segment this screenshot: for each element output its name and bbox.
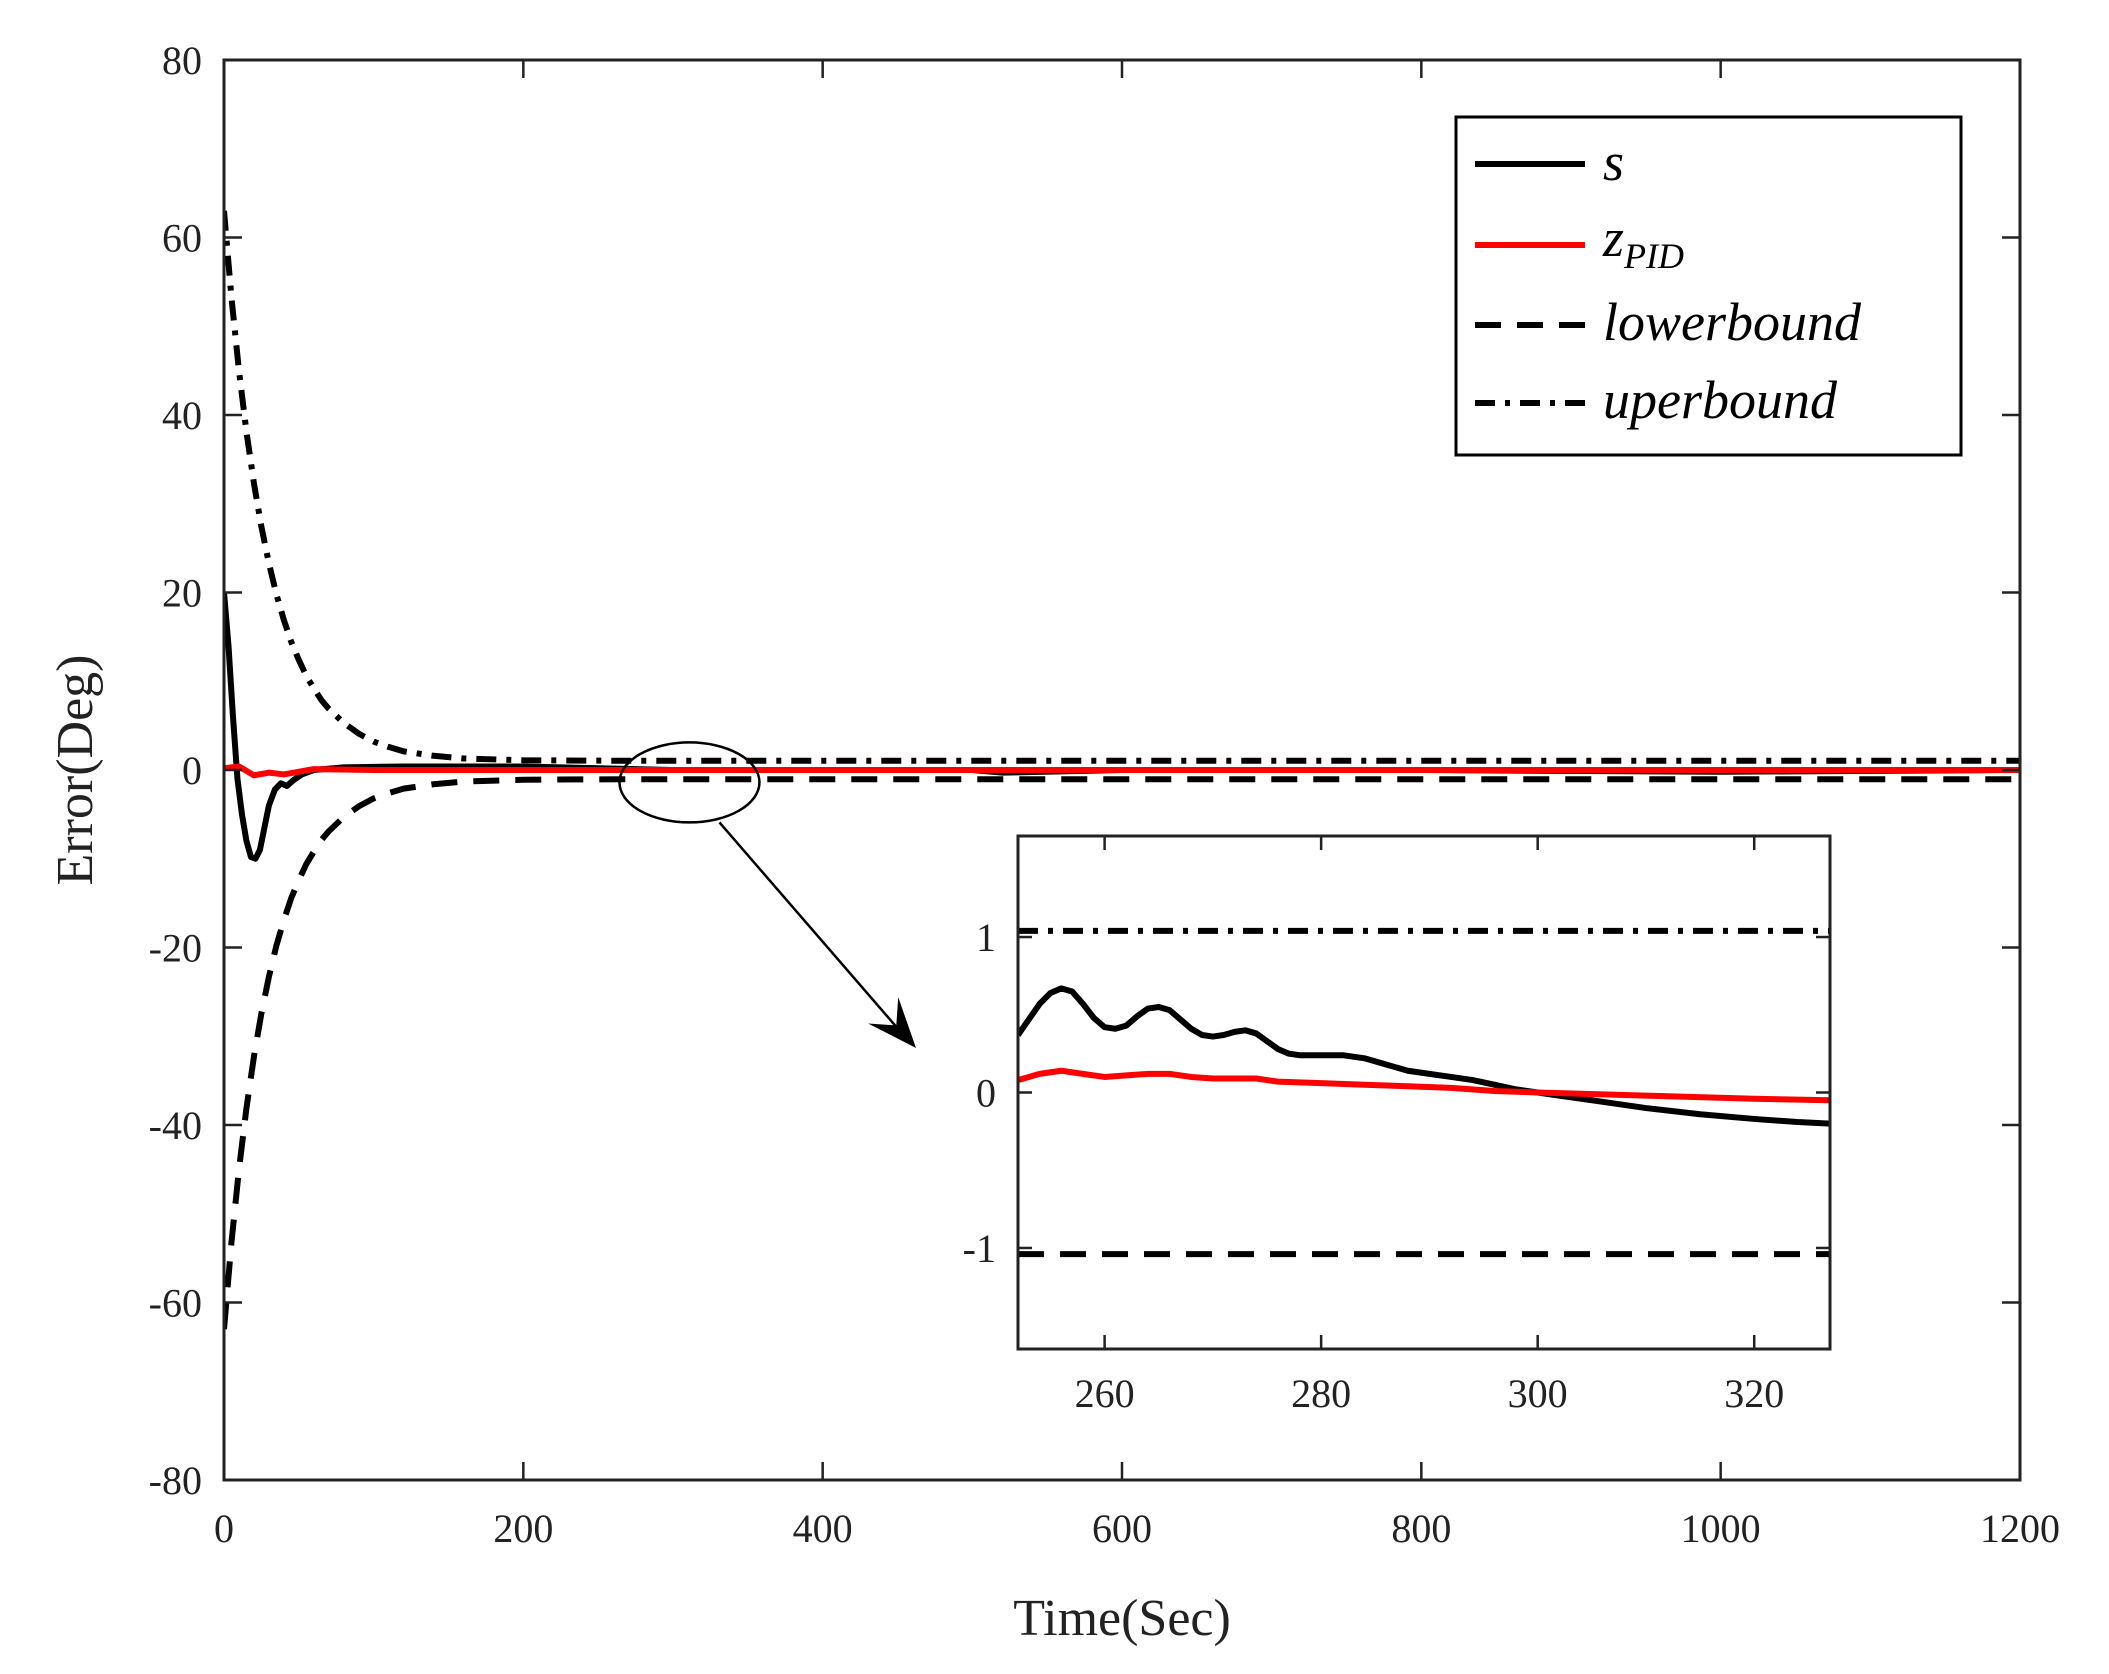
legend-box	[1454, 115, 1963, 457]
main-x-tick-label: 200	[493, 1506, 553, 1551]
main-x-tick-label: 400	[793, 1506, 853, 1551]
main-x-tick-label: 1200	[1980, 1506, 2060, 1551]
legend-label-z-main: z	[1602, 208, 1624, 268]
main-y-tick-label: 0	[182, 748, 202, 793]
main-x-tick-label: 800	[1391, 1506, 1451, 1551]
main-series-uperbound	[224, 210, 2020, 764]
main-y-tick-label: 80	[162, 38, 202, 83]
main-y-tick-label: 20	[162, 571, 202, 616]
legend-label-z-sub: PID	[1623, 236, 1684, 276]
legend-label-s: s	[1603, 132, 1624, 192]
main-x-tick-label: 1000	[1681, 1506, 1761, 1551]
zoom-ellipse	[618, 741, 761, 824]
zoom-arrow-line	[718, 821, 907, 1039]
inset-y-tick-label: 1	[976, 915, 996, 960]
inset-x-tick-label: 280	[1291, 1371, 1351, 1416]
inset-plot: 260 280 300 320 -1 0 1	[963, 834, 1832, 1416]
inset-y-tick-label: 0	[976, 1071, 996, 1116]
main-series-group	[224, 210, 2020, 1330]
x-axis-title: Time(Sec)	[1013, 1590, 1231, 1647]
main-series-z-pid	[224, 763, 2020, 779]
main-y-tick-label: 60	[162, 216, 202, 261]
legend-label-z: zPID	[1602, 208, 1684, 276]
legend-label-s-main: s	[1603, 132, 1624, 192]
inset-plot-area	[1018, 836, 1830, 1349]
inset-series-z-pid	[1018, 1067, 1830, 1104]
main-y-tick-label: -60	[149, 1281, 202, 1326]
legend: s zPID lowerbound uperbound	[1454, 115, 1963, 457]
main-x-tick-label: 600	[1092, 1506, 1152, 1551]
zoom-arrowhead	[868, 997, 916, 1048]
legend-label-upper: uperbound	[1603, 370, 1838, 430]
main-y-tick-label: 40	[162, 393, 202, 438]
main-y-tick-label: -80	[149, 1458, 202, 1503]
y-axis-title: Error(Deg)	[47, 655, 104, 886]
inset-y-tick-label: -1	[963, 1226, 996, 1271]
main-y-tick-label: -20	[149, 926, 202, 971]
legend-label-lower: lowerbound	[1603, 292, 1862, 352]
main-x-tick-label: 0	[214, 1506, 234, 1551]
inset-x-tick-label: 260	[1075, 1371, 1135, 1416]
main-plot-frame	[222, 58, 2022, 1482]
inset-series-group	[1018, 927, 1830, 1258]
main-y-tick-label: -40	[149, 1103, 202, 1148]
inset-ticks-group: 260 280 300 320 -1 0 1	[963, 836, 1830, 1416]
inset-x-tick-label: 300	[1508, 1371, 1568, 1416]
inset-x-tick-label: 320	[1724, 1371, 1784, 1416]
main-ticks-group: 0 200 400 600 800 1000 1200-80-60-40-200204060…	[149, 38, 2060, 1551]
inset-plot-frame	[1016, 834, 1832, 1351]
